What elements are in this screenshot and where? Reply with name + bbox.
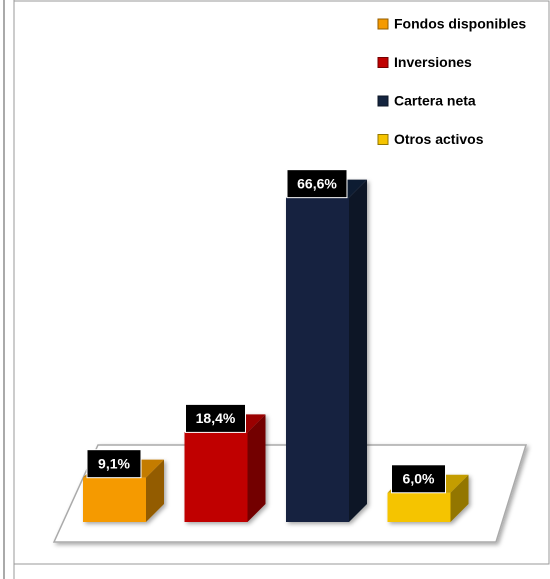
legend-label: Cartera neta [394,93,476,109]
legend-swatch [377,57,389,68]
legend: Fondos disponibles Inversiones Cartera net… [377,16,526,147]
bar [286,179,367,522]
bar-side [450,474,469,522]
value-label-box [185,403,246,433]
value-label-box [391,464,446,494]
legend-swatch [377,18,389,30]
bars: 9,1% 18,4% 66,6% 6,0% [83,169,469,522]
legend-label: Inversiones [394,54,472,70]
legend-label: Otros activos [394,131,484,147]
value-label: 66,6% [297,175,337,191]
bar-side [247,414,266,522]
bar-front [387,492,451,522]
value-label: 6,0% [403,470,435,486]
value-label-box [286,169,348,199]
value-label-box [86,449,142,479]
value-label: 18,4% [196,410,236,426]
bar-side [146,459,164,522]
bar-front [184,432,248,522]
value-label: 9,1% [98,455,130,471]
bar-front [83,477,146,522]
bar-side [349,179,367,522]
legend-swatch [377,95,389,107]
chart-border [13,0,550,565]
legend-label: Fondos disponibles [394,16,526,32]
bar-front [286,197,349,522]
legend-swatch [377,134,389,145]
